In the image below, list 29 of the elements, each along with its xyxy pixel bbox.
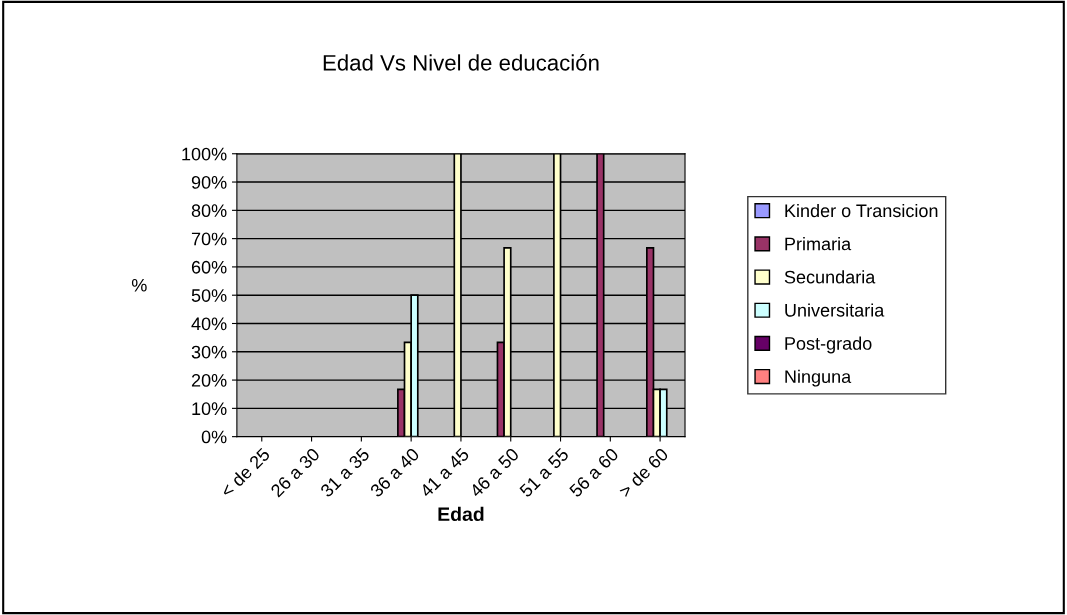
y-tick-label: 90%	[191, 175, 227, 189]
y-axis-title: %	[131, 278, 147, 292]
x-tick-label: 46 a 50	[468, 447, 520, 499]
y-tick-label: 0%	[201, 430, 227, 444]
legend-label: Ninguna	[785, 369, 852, 387]
x-axis-title: Edad	[438, 506, 484, 522]
chart-title: Edad Vs Nivel de educación	[323, 54, 599, 71]
y-tick-label: 70%	[191, 232, 227, 246]
legend-label: Secundaria	[784, 270, 876, 284]
y-tick-label: 30%	[191, 345, 227, 359]
legend-label: Kinder o Transicion	[785, 203, 938, 218]
y-tick-label: 50%	[191, 289, 227, 302]
y-tick-label: 20%	[191, 374, 227, 387]
x-tick-label: 56 a 60	[568, 447, 620, 498]
y-tick-label: 10%	[192, 402, 227, 416]
x-tick-label: < de 25	[219, 446, 271, 499]
x-tick-label: 31 a 35	[319, 447, 371, 498]
y-tick-label: 100%	[182, 147, 227, 161]
x-tick-label: 26 a 30	[269, 447, 321, 498]
legend-label: Post-grado	[785, 336, 872, 354]
x-tick-label: 36 a 40	[369, 447, 421, 498]
legend-label: Universitaria	[785, 303, 885, 317]
y-tick-label: 80%	[191, 204, 227, 218]
legend-label: Primaria	[785, 237, 852, 251]
x-tick-label: 51 a 55	[518, 447, 570, 498]
x-tick-label: 41 a 45	[419, 447, 470, 499]
x-tick-label: > de 60	[617, 446, 669, 499]
y-tick-label: 60%	[191, 260, 227, 274]
y-tick-label: 40%	[191, 317, 227, 331]
